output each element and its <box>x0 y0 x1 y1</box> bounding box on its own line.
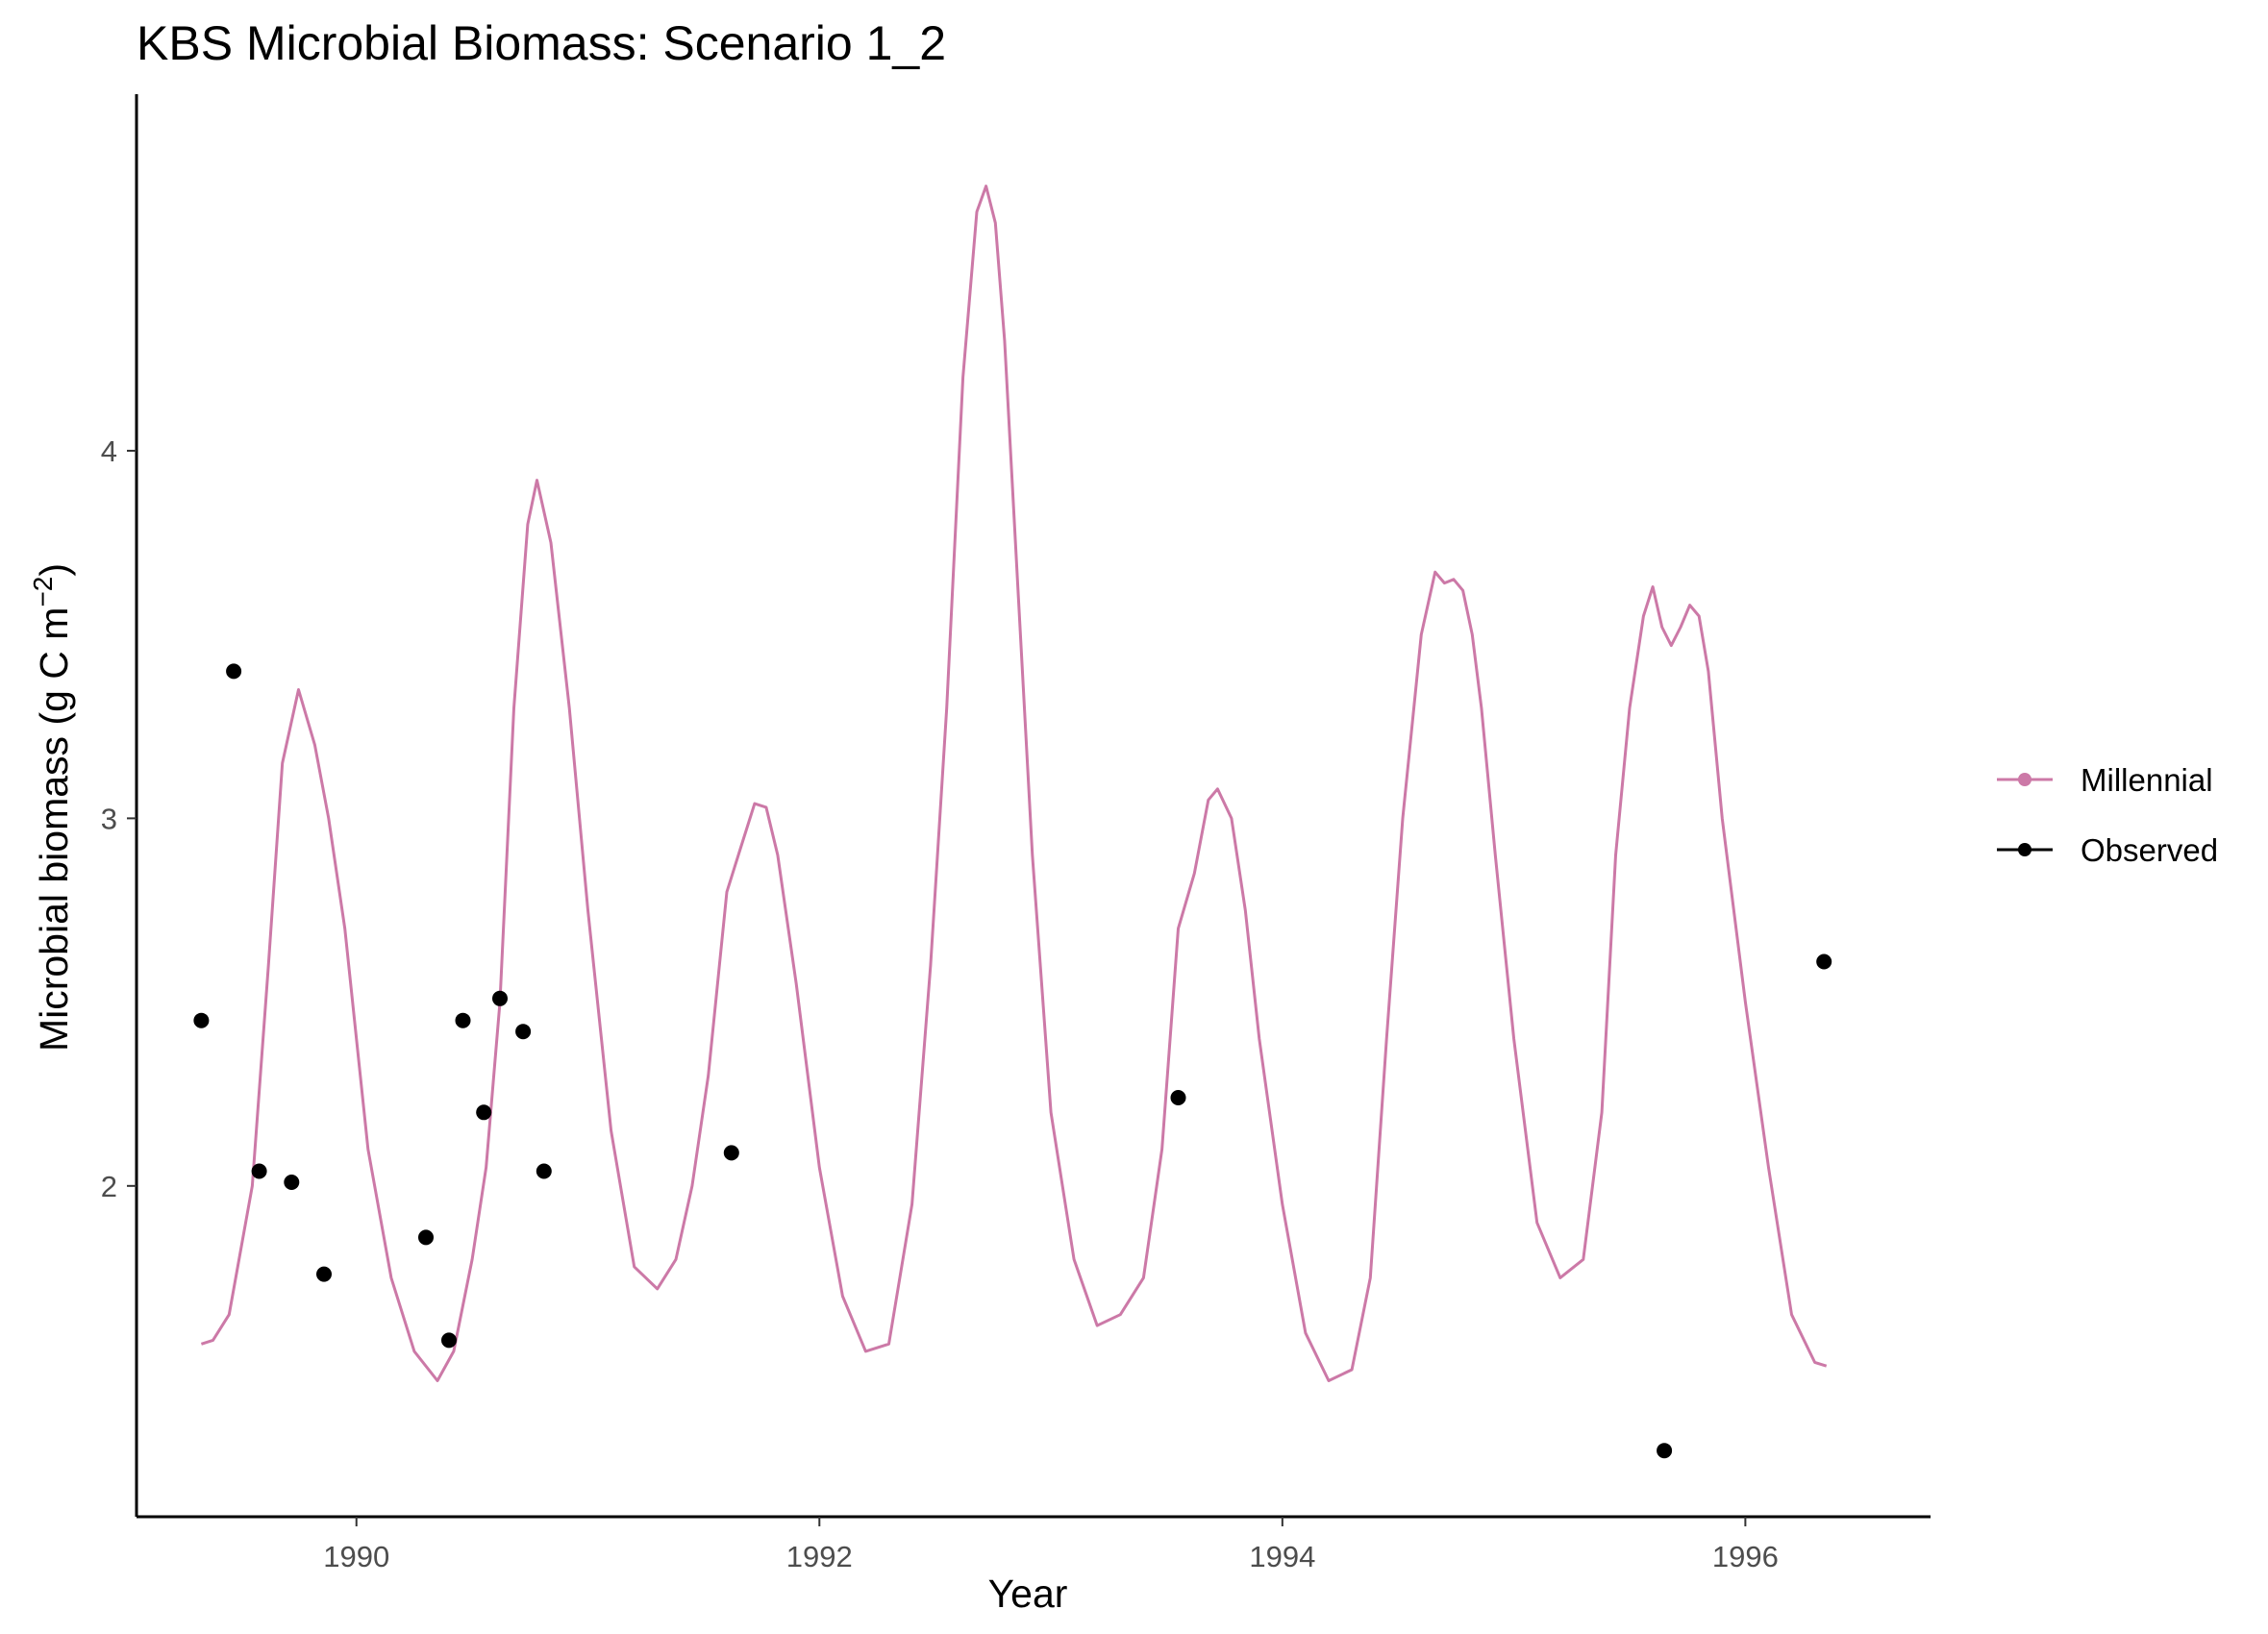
data-point-observed <box>1657 1443 1673 1459</box>
y-tick-label: 3 <box>101 802 117 835</box>
legend-key-observed-point <box>2018 843 2031 856</box>
y-tick-label: 4 <box>101 434 117 468</box>
legend-item-millennial: Millennial <box>1997 762 2213 798</box>
y-axis-ticks: 2 3 4 <box>101 434 137 1203</box>
data-point-observed <box>226 663 242 680</box>
y-axis-title: Microbial biomass (g C m−2) <box>28 563 76 1052</box>
legend-key-millennial-point <box>2018 773 2031 786</box>
data-point-observed <box>455 1012 471 1028</box>
data-point-observed <box>476 1104 492 1121</box>
data-point-observed <box>723 1145 739 1161</box>
legend: Millennial Observed <box>1997 762 2218 868</box>
y-axis-title-superscript: −2 <box>28 577 58 607</box>
y-tick-label: 2 <box>101 1170 117 1203</box>
data-point-observed <box>251 1163 267 1179</box>
series-layer <box>193 185 1832 1459</box>
x-axis-ticks: 1990 1992 1994 1996 <box>323 1517 1779 1573</box>
legend-label-observed: Observed <box>2081 832 2218 868</box>
data-point-observed <box>316 1266 332 1282</box>
y-axis-title-close: ) <box>32 563 76 577</box>
data-point-observed <box>1170 1090 1186 1105</box>
legend-label-millennial: Millennial <box>2081 762 2213 798</box>
x-tick-label: 1992 <box>786 1540 853 1573</box>
x-tick-label: 1996 <box>1712 1540 1779 1573</box>
x-tick-label: 1990 <box>323 1540 389 1573</box>
plot-area: 1990 1992 1994 1996 2 3 4 <box>101 94 1931 1573</box>
data-point-observed <box>193 1012 210 1028</box>
data-point-observed <box>515 1024 532 1040</box>
legend-item-observed: Observed <box>1997 832 2218 868</box>
data-point-observed <box>1816 953 1832 970</box>
data-point-observed <box>418 1229 434 1246</box>
chart-title: KBS Microbial Biomass: Scenario 1_2 <box>137 16 946 70</box>
data-point-observed <box>492 990 508 1006</box>
data-point-observed <box>441 1332 457 1349</box>
y-axis-title-main: Microbial biomass (g C m <box>32 607 76 1052</box>
series-line-millennial <box>200 185 1828 1382</box>
x-axis-title: Year <box>988 1572 1068 1616</box>
data-point-observed <box>284 1175 300 1190</box>
x-tick-label: 1994 <box>1249 1540 1315 1573</box>
data-point-observed <box>536 1163 552 1179</box>
